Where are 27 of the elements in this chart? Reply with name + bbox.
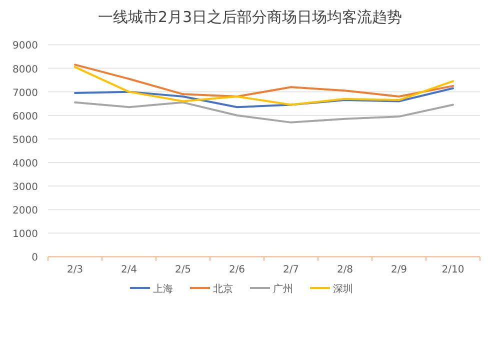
y-tick-label: 3000 (12, 182, 38, 194)
y-tick-label: 9000 (12, 40, 38, 52)
x-tick-label: 2/7 (282, 264, 300, 276)
x-tick-label: 2/5 (174, 264, 192, 276)
x-tick-label: 2/4 (120, 264, 138, 276)
x-tick-label: 2/9 (390, 264, 408, 276)
y-tick-label: 6000 (12, 111, 38, 122)
line-series (74, 66, 454, 106)
legend-label: 深圳 (333, 283, 353, 295)
x-tick-label: 2/6 (228, 264, 246, 276)
y-tick-label: 7000 (12, 88, 38, 99)
x-tick-label: 2/3 (66, 264, 84, 276)
line-series (74, 64, 454, 98)
x-tick-label: 2/8 (336, 264, 354, 276)
line-series (74, 101, 454, 124)
x-tick-label: 2/10 (442, 264, 464, 276)
y-tick-label: 2000 (12, 206, 38, 217)
y-tick-label: 4000 (12, 158, 38, 170)
y-tick-label: 1000 (12, 229, 38, 240)
title: 一线城市2月3日之后部分商场日场均客流趋势 (98, 8, 402, 26)
y-tick-label: 0 (32, 252, 38, 264)
y-tick-label: 5000 (12, 134, 38, 146)
y-tick-label: 8000 (12, 64, 38, 76)
legend-label: 广州 (273, 283, 293, 295)
line-series (74, 87, 454, 108)
legend-label: 北京 (213, 283, 233, 295)
legend-label: 上海 (153, 283, 173, 295)
